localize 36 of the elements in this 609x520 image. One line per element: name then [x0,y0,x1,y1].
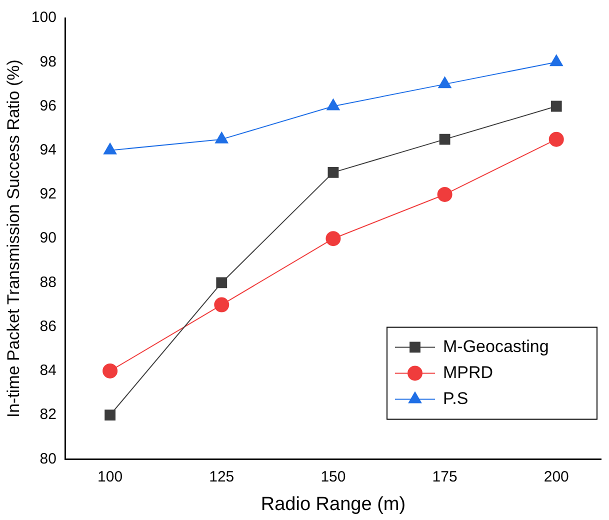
legend-label: MPRD [443,362,494,382]
y-axis-title: In-time Packet Transmission Success Ratio (%) [4,60,23,418]
y-tick-label: 98 [40,53,56,70]
y-tick-label: 88 [40,274,56,291]
x-tick-label: 100 [98,468,123,486]
legend-label: M-Geocasting [443,336,549,356]
point [438,76,452,88]
point [550,54,563,66]
y-tick-label: 94 [40,142,56,158]
x-tick-label: 125 [209,468,234,486]
point [214,297,230,312]
point [215,132,228,144]
point [104,410,116,421]
point [550,100,562,112]
legend-label: P.S [443,388,468,408]
point [439,134,450,145]
point [103,142,117,154]
y-tick-label: 90 [40,230,56,247]
y-tick-label: 100 [31,9,56,26]
x-tick-label: 175 [432,468,458,486]
x-tick-label: 200 [544,468,569,486]
point [437,186,452,202]
point [548,132,564,147]
y-tick-label: 80 [40,450,56,468]
y-tick-label: 84 [40,362,56,380]
x-axis-title: Radio Range (m) [260,494,406,515]
y-tick-label: 92 [40,186,56,203]
y-tick-label: 82 [40,406,56,424]
point [328,166,339,178]
point [326,98,340,110]
point [216,277,228,288]
point [326,231,341,246]
y-tick-label: 96 [40,97,56,114]
point [102,363,118,378]
x-tick-label: 150 [320,468,346,486]
y-tick-label: 86 [40,318,56,335]
